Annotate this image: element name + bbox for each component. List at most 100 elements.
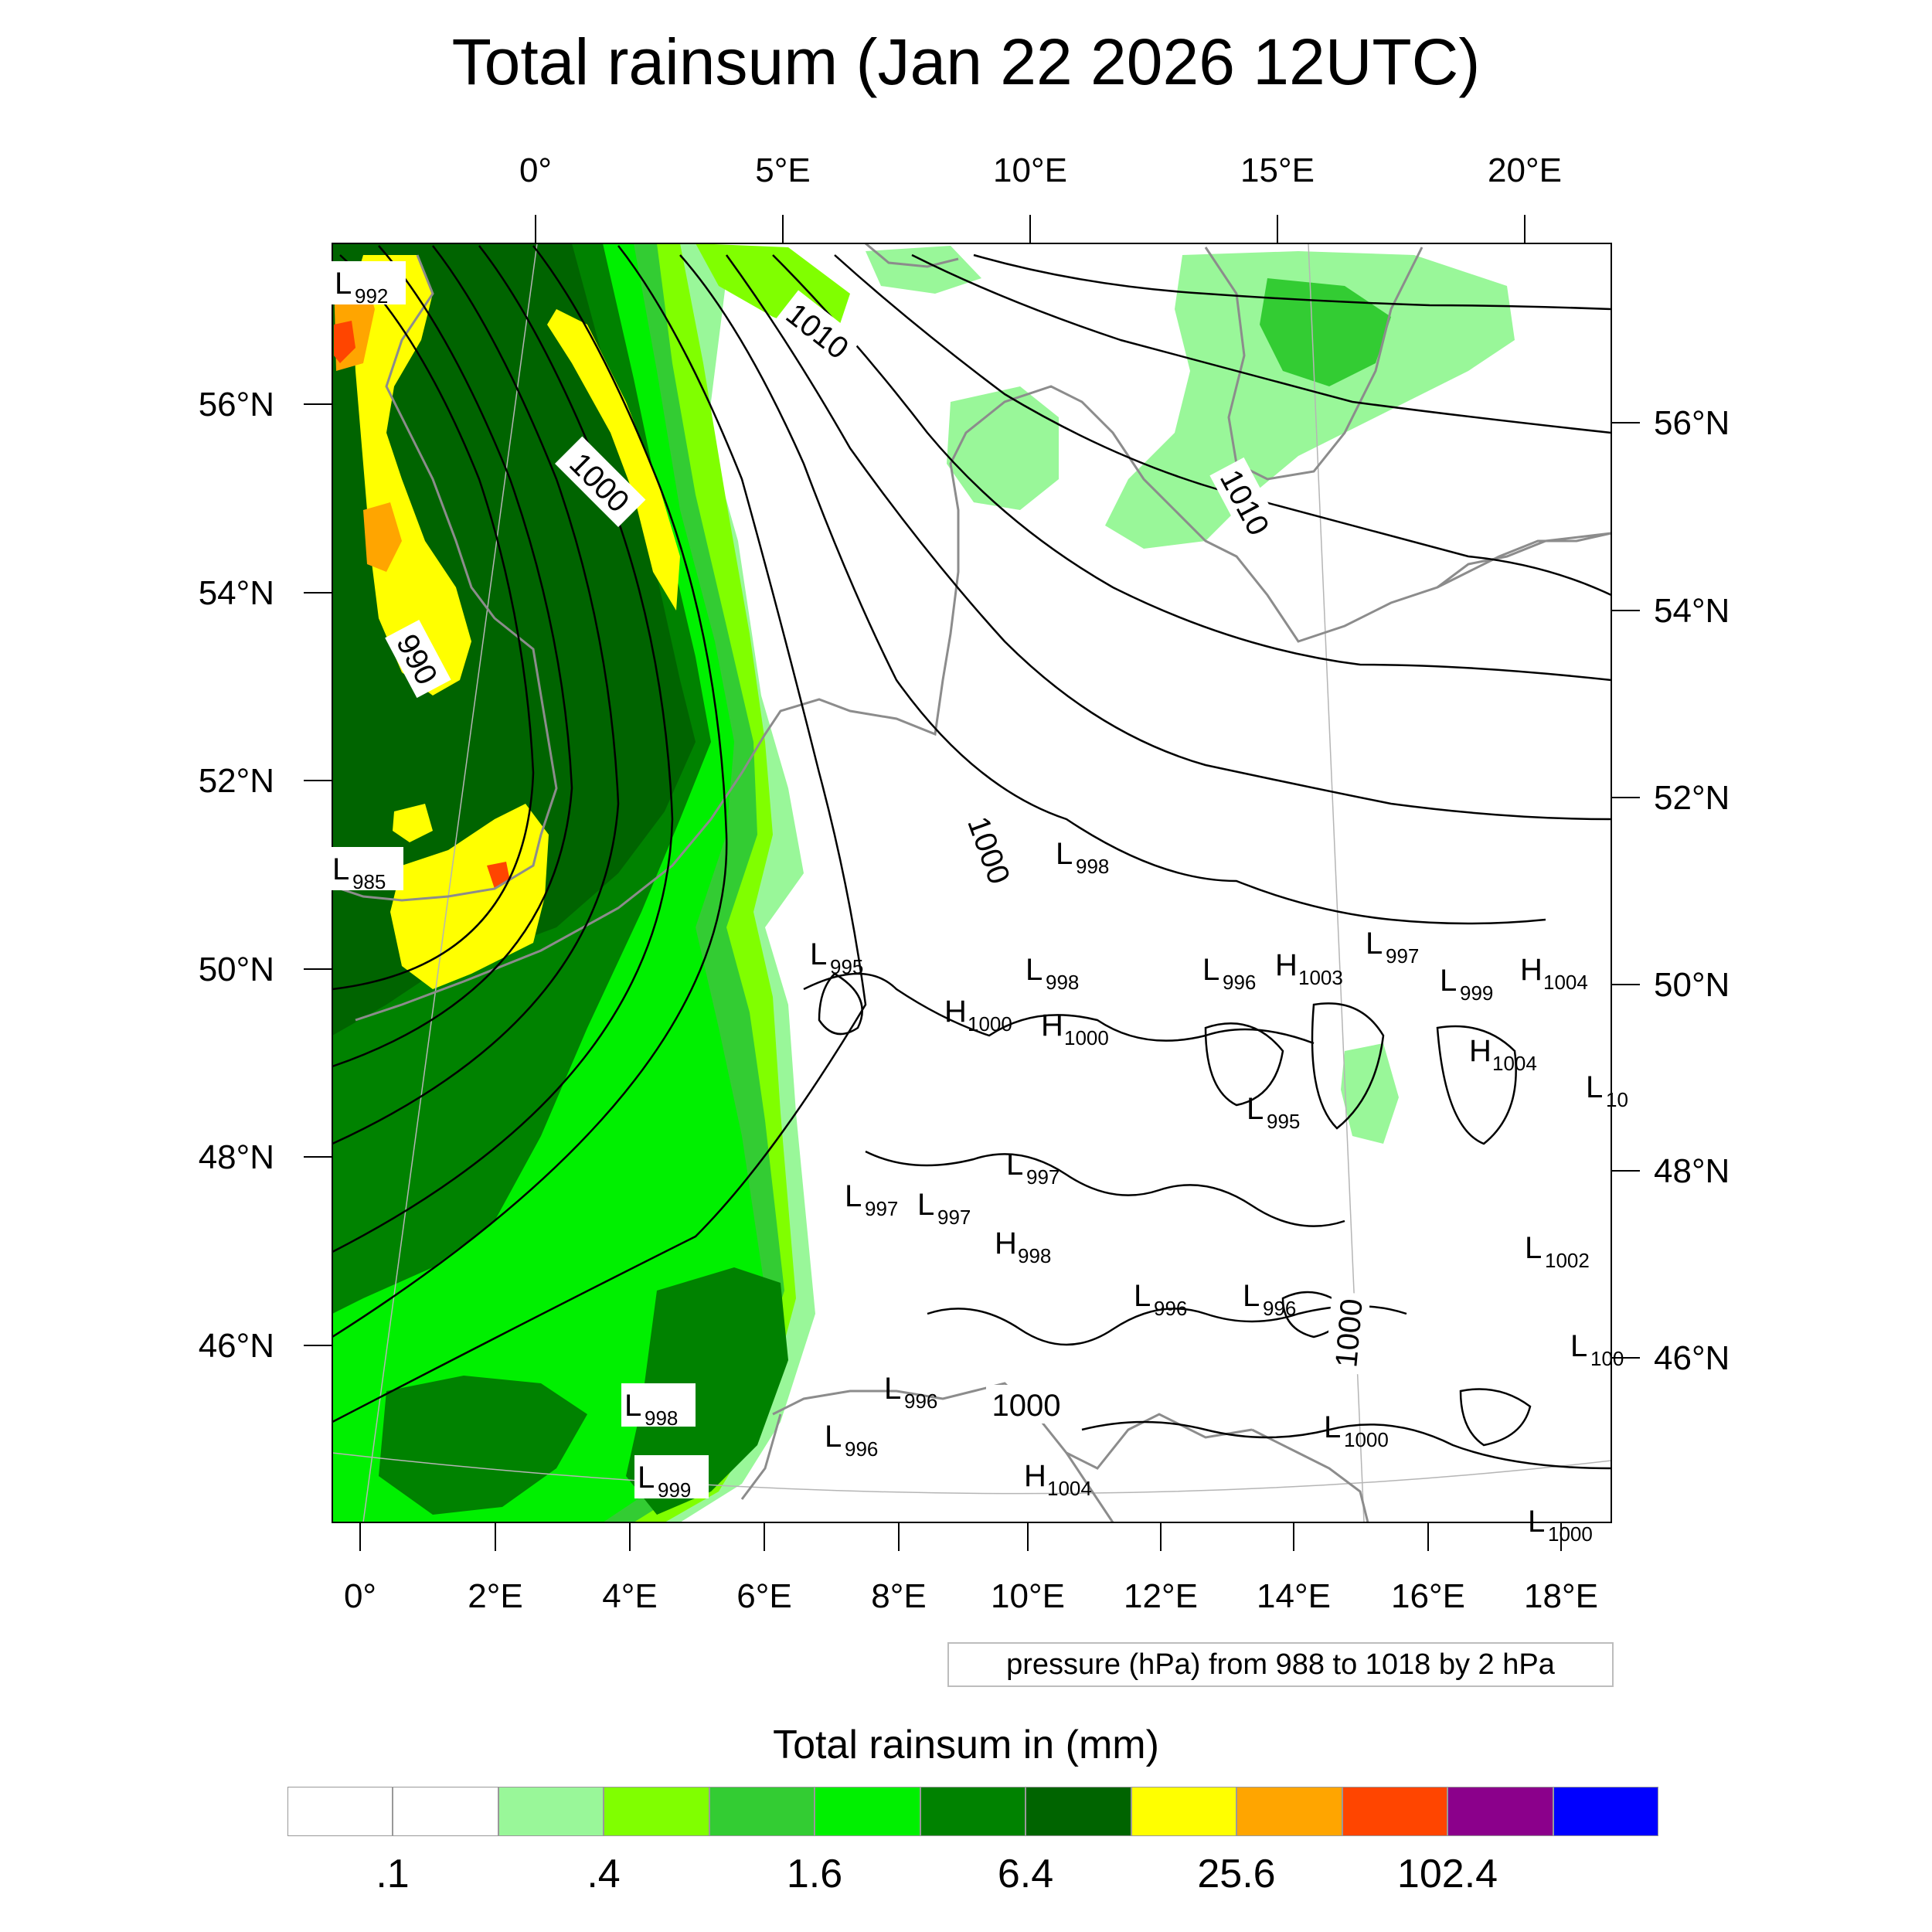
- top-axis-label: 0°: [519, 151, 552, 189]
- pressure-center-type: L: [1202, 953, 1219, 987]
- pressure-center-type: L: [624, 1389, 641, 1423]
- pressure-center-value: 997: [865, 1197, 898, 1220]
- contour-label: 1000: [1325, 1291, 1371, 1375]
- chart-title: Total rainsum (Jan 22 2026 12UTC): [451, 26, 1481, 98]
- coast-baltic-south: [1437, 532, 1611, 589]
- low-pressure-center: L 996: [1243, 1279, 1296, 1320]
- colorbar-label: 25.6: [1197, 1852, 1276, 1896]
- colorbar-box: [1131, 1787, 1237, 1836]
- rain-area-north: [866, 246, 981, 294]
- low-pressure-center: L 995: [1247, 1092, 1300, 1133]
- contour-label: 1000: [957, 805, 1022, 895]
- low-pressure-center: L 997: [845, 1179, 898, 1220]
- low-pressure-center: L 1000: [1324, 1410, 1389, 1451]
- colorbar-box: [393, 1787, 498, 1836]
- coast-sweden: [1204, 247, 1423, 481]
- left-axis-labels: 56°N 54°N 52°N 50°N 48°N 46°N: [199, 386, 274, 1365]
- bottom-axis-labels: 0° 2°E 4°E 6°E 8°E 10°E 12°E 14°E 16°E 1…: [344, 1577, 1598, 1615]
- pressure-center-type: L: [917, 1188, 934, 1222]
- pressure-center-type: L: [1525, 1231, 1542, 1265]
- svg-text:1000: 1000: [992, 1389, 1061, 1423]
- pressure-center-value: 997: [937, 1206, 971, 1229]
- pressure-center-type: L: [1324, 1410, 1341, 1444]
- pressure-center-type: L: [1528, 1505, 1545, 1539]
- bottom-axis-label: 18°E: [1524, 1577, 1598, 1615]
- contour-label: 1000: [986, 1385, 1066, 1423]
- top-axis-label: 15°E: [1240, 151, 1315, 189]
- low-pressure-center: L 985: [329, 847, 403, 893]
- bottom-axis-label: 4°E: [602, 1577, 657, 1615]
- axis-ticks: [304, 215, 1640, 1551]
- pressure-center-value: 998: [645, 1406, 678, 1430]
- colorbar-label: .4: [587, 1852, 621, 1896]
- pressure-center-value: 1004: [1543, 971, 1588, 994]
- pressure-center-type: H: [995, 1226, 1017, 1260]
- isobars: [332, 245, 1611, 1470]
- colorbar-box: [1447, 1787, 1553, 1836]
- pressure-center-value: 996: [1263, 1297, 1296, 1320]
- low-pressure-center: L 996: [1134, 1279, 1187, 1320]
- pressure-center-value: 985: [352, 870, 386, 893]
- top-axis-label: 20°E: [1488, 151, 1562, 189]
- pressure-center-type: L: [884, 1372, 901, 1406]
- rain-area-yellow-coast: [352, 255, 471, 696]
- right-axis-labels: 56°N 54°N 52°N 50°N 48°N 46°N: [1654, 404, 1730, 1377]
- colorbar-box: [920, 1787, 1026, 1836]
- pressure-center-value: 1002: [1545, 1249, 1590, 1272]
- pressure-center-type: L: [845, 1179, 862, 1213]
- pressure-center-type: L: [1440, 964, 1457, 998]
- pressure-center-type: H: [1469, 1034, 1492, 1068]
- pressure-center-value: 1004: [1047, 1477, 1092, 1500]
- colorbar-box: [709, 1787, 815, 1836]
- pressure-center-value: 1000: [1344, 1428, 1389, 1451]
- bottom-axis-label: 2°E: [468, 1577, 522, 1615]
- pressure-center-value: 999: [658, 1478, 691, 1502]
- low-pressure-center: L 999: [1440, 964, 1493, 1005]
- rain-area-green-south: [626, 1267, 788, 1515]
- colorbar-box: [1236, 1787, 1342, 1836]
- pressure-center-value: 998: [1018, 1244, 1051, 1267]
- pressure-center-type: L: [825, 1420, 842, 1454]
- pressure-center-value: 1000: [1548, 1522, 1593, 1546]
- pressure-center-type: L: [1056, 837, 1073, 871]
- pressure-center-type: H: [1041, 1009, 1063, 1043]
- pressure-center-value: 996: [845, 1437, 878, 1461]
- pressure-center-type: L: [1006, 1148, 1023, 1182]
- low-pressure-center: L 995: [810, 937, 863, 978]
- low-pressure-center: L 1002: [1525, 1231, 1590, 1272]
- legend-title: Total rainsum in (mm): [773, 1723, 1159, 1767]
- pressure-center-type: L: [1586, 1070, 1603, 1104]
- svg-text:1000: 1000: [1329, 1298, 1369, 1369]
- left-axis-label: 54°N: [199, 574, 274, 612]
- high-pressure-center: H 1000: [944, 995, 1012, 1036]
- colorbar-label: 1.6: [786, 1852, 843, 1896]
- rain-area-dark-green: [332, 243, 696, 1036]
- low-pressure-center: L 100: [1570, 1329, 1624, 1370]
- rain-area-czech: [1341, 1043, 1399, 1144]
- colorbar: [287, 1787, 1659, 1836]
- pressure-center-value: 995: [830, 955, 863, 978]
- left-axis-label: 52°N: [199, 762, 274, 800]
- pressure-center-value: 992: [355, 284, 388, 308]
- low-pressure-center: L 998: [621, 1383, 696, 1430]
- contour-labels: 1010 1000 990 1010 1000 1000 1000: [385, 290, 1371, 1423]
- colorbar-box: [604, 1787, 709, 1836]
- low-pressure-center: L 997: [917, 1188, 971, 1229]
- left-axis-label: 46°N: [199, 1327, 274, 1365]
- pressure-center-type: L: [1243, 1279, 1260, 1313]
- pressure-center-type: L: [332, 852, 349, 886]
- pressure-center-value: 1003: [1298, 966, 1343, 989]
- low-pressure-center: L 10: [1586, 1070, 1628, 1111]
- colorbar-label: 6.4: [997, 1852, 1054, 1896]
- high-pressure-center: H 1004: [1520, 953, 1588, 994]
- right-axis-label: 52°N: [1654, 779, 1730, 817]
- pressure-center-value: 1000: [1064, 1026, 1109, 1049]
- rain-area-green-southwest: [379, 1376, 587, 1515]
- rain-area-denmark: [947, 386, 1059, 510]
- coast-adriatic: [1251, 1428, 1369, 1522]
- high-pressure-center: H 1000: [1041, 1009, 1109, 1049]
- colorbar-box: [1553, 1787, 1659, 1836]
- rain-area-baltic: [1105, 251, 1515, 549]
- pressure-center-value: 10: [1606, 1088, 1628, 1111]
- right-axis-label: 54°N: [1654, 592, 1730, 630]
